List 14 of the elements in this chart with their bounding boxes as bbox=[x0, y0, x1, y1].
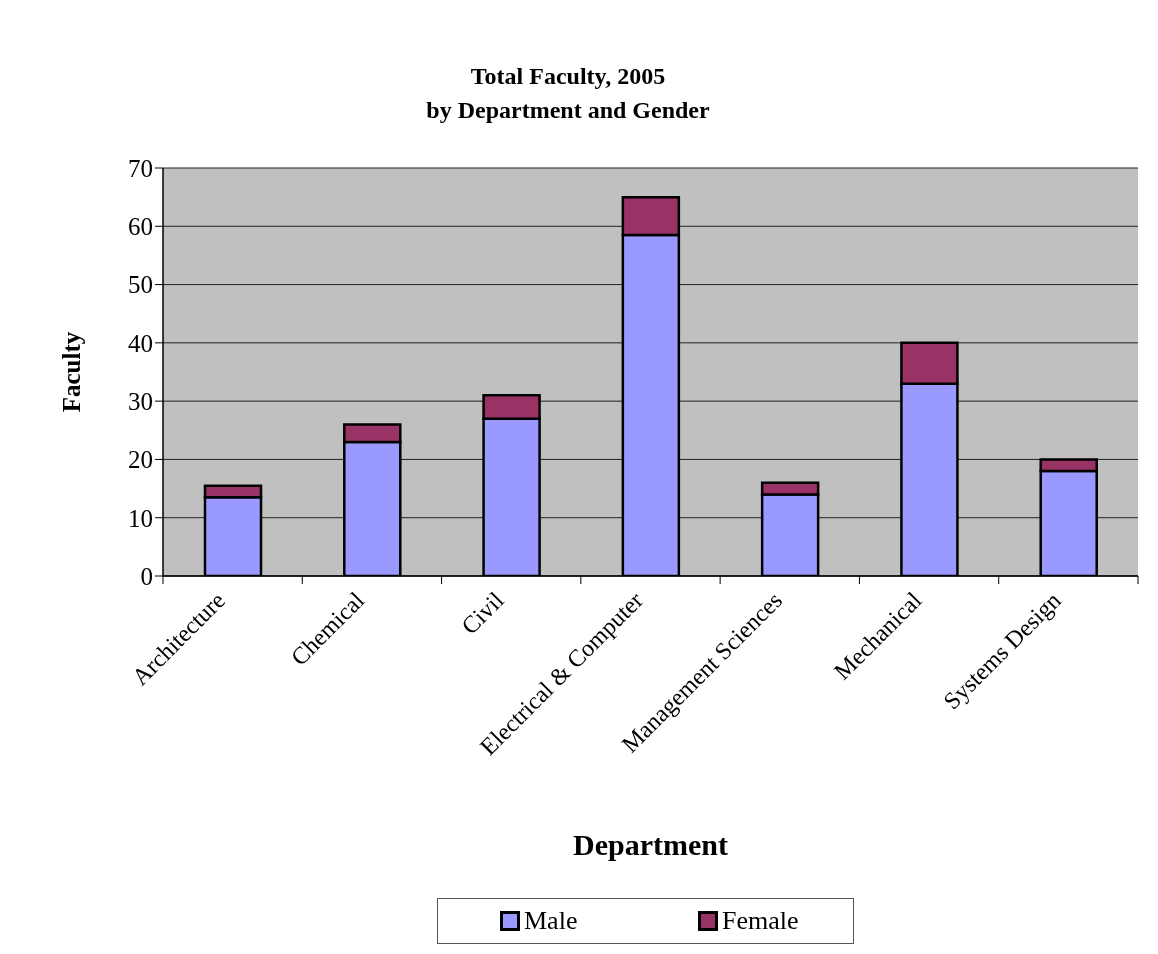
y-tick-label: 70 bbox=[128, 154, 153, 182]
legend-label: Male bbox=[524, 906, 578, 936]
y-tick-label: 30 bbox=[128, 388, 153, 416]
y-tick-label: 50 bbox=[128, 271, 153, 299]
y-tick-label: 10 bbox=[128, 504, 153, 532]
y-tick-label: 40 bbox=[128, 329, 153, 357]
x-axis-title: Department bbox=[572, 828, 729, 862]
y-tick-label: 20 bbox=[128, 446, 153, 474]
legend-label: Female bbox=[722, 906, 799, 936]
y-tick-label: 60 bbox=[128, 213, 153, 241]
chart-title: Total Faculty, 2005 bbox=[469, 62, 667, 91]
y-tick-label: 0 bbox=[140, 562, 153, 590]
y-axis-title: Faculty bbox=[58, 331, 86, 413]
chart-subtitle: by Department and Gender bbox=[425, 96, 711, 125]
